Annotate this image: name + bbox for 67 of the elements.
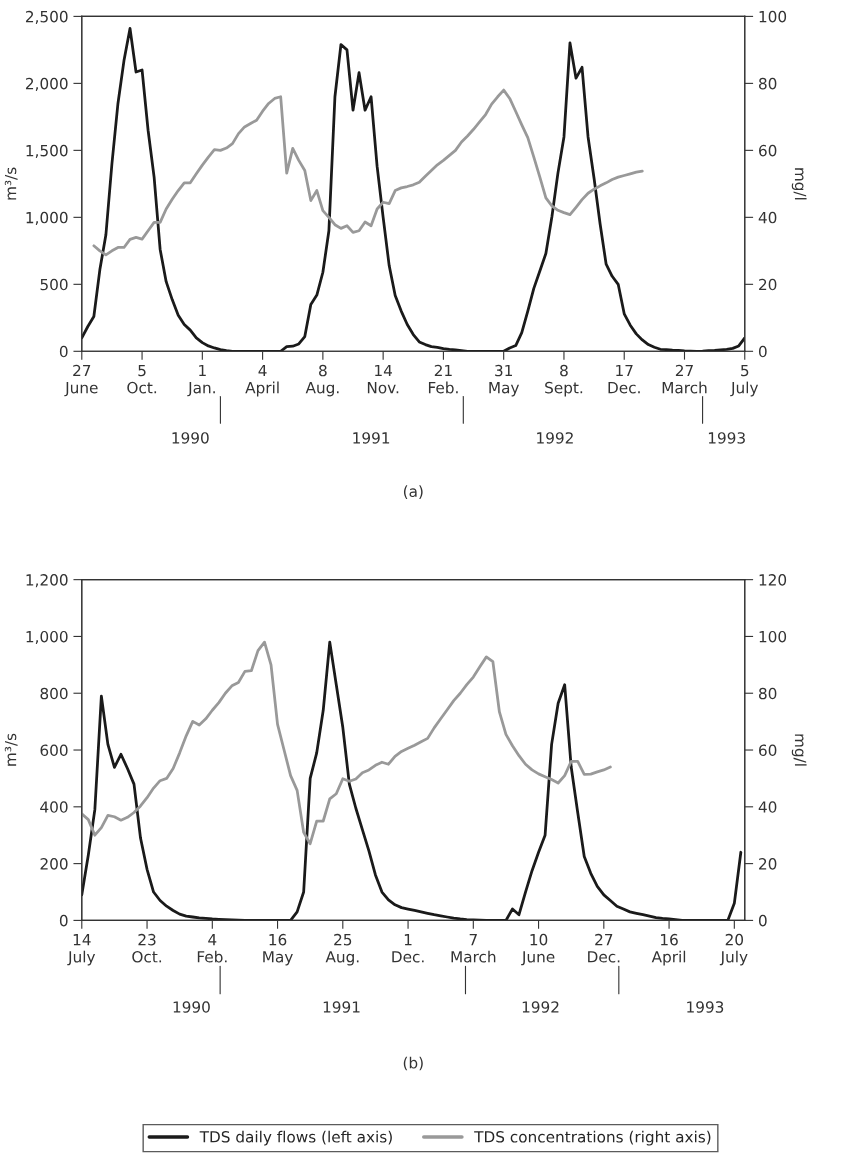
legend-label: TDS daily flows (left axis) <box>199 1130 392 1146</box>
y-tick-label: 1,000 <box>26 211 68 225</box>
text: 1993 <box>687 1001 724 1013</box>
y2-tick-label: 40 <box>758 801 777 813</box>
y-tick-label: 400 <box>40 801 68 813</box>
y2-tick-label: 20 <box>759 858 777 870</box>
x-tick-label: 4 April <box>245 364 279 397</box>
text: (b) <box>403 1056 423 1071</box>
y2-tick-label: 80 <box>759 687 777 700</box>
x-tick-label: 8 Aug. <box>305 364 339 397</box>
y-tick-label: 0 <box>59 345 68 358</box>
y-tick-label: 1,200 <box>26 574 68 588</box>
y2-tick-label: 100 <box>759 10 787 23</box>
x-tick-label: 14 Nov. <box>367 364 399 394</box>
x-tick-label: 31 May <box>489 364 520 397</box>
x-tick-label: 25 Aug. <box>325 933 359 966</box>
y2-tick-label: 20 <box>759 278 777 291</box>
x-tick-label: 16 April <box>651 933 686 966</box>
text: (a) <box>403 485 423 499</box>
y2-tick-label: 120 <box>759 574 787 586</box>
y-tick-label: 600 <box>40 744 68 757</box>
y2-tick-label: 60 <box>759 744 777 757</box>
y2-tick-label: 60 <box>759 144 777 157</box>
y-tick-label: 2,500 <box>25 10 68 24</box>
x-tick-label: 14 July <box>67 934 96 966</box>
x-tick-label: 10 June <box>521 933 555 966</box>
text: 1992 <box>522 1001 559 1013</box>
x-tick-label: 5 July <box>730 364 759 397</box>
x-tick-label: 8 Sept. <box>545 364 583 397</box>
text: 1990 <box>172 432 209 444</box>
y-tick-label: 0 <box>59 914 68 927</box>
y-axis-title: m³/s <box>4 167 18 200</box>
x-tick-label: 27 March <box>662 364 707 394</box>
y-tick-label: 500 <box>40 278 68 291</box>
text: 1991 <box>353 432 390 444</box>
y2-tick-label: 40 <box>758 211 777 224</box>
text: 1991 <box>323 1001 360 1013</box>
x-tick-label: 16 May <box>263 933 293 966</box>
y-tick-label: 800 <box>40 687 68 700</box>
line-series <box>81 640 612 846</box>
y2-tick-label: 0 <box>758 914 767 927</box>
x-tick-label: 7 March <box>451 934 496 963</box>
x-tick-label: 1 Dec. <box>392 934 424 963</box>
x-tick-label: 17 Dec. <box>608 364 640 394</box>
y2-axis-title: mg/l <box>791 734 807 766</box>
line-series <box>92 88 644 257</box>
y-tick-label: 2,000 <box>25 77 68 91</box>
text: 1993 <box>708 432 745 444</box>
text: 1990 <box>173 1001 210 1013</box>
x-tick-label: 23 Oct. <box>132 933 162 963</box>
y2-tick-label: 80 <box>759 77 777 90</box>
y-tick-label: 200 <box>40 858 68 870</box>
y2-axis-title: mg/l <box>791 168 807 200</box>
x-tick-label: 21 Feb. <box>428 364 458 394</box>
text: 1992 <box>537 432 573 444</box>
x-tick-label: 27 Dec. <box>588 933 620 963</box>
x-tick-label: 20 July <box>719 933 748 966</box>
y-axis-title: m³/s <box>4 733 18 766</box>
x-tick-label: 4 Feb. <box>197 934 227 963</box>
x-tick-label: 5 Oct. <box>127 364 157 394</box>
x-tick-label: 1 Jan. <box>187 364 215 397</box>
y-tick-label: 1,500 <box>26 144 68 158</box>
x-tick-label: 27 June <box>64 364 98 397</box>
legend-label: TDS concentrations (right axis) <box>474 1130 711 1146</box>
y-tick-label: 1,000 <box>26 630 68 645</box>
y2-tick-label: 100 <box>759 630 787 643</box>
y2-tick-label: 0 <box>758 345 767 358</box>
